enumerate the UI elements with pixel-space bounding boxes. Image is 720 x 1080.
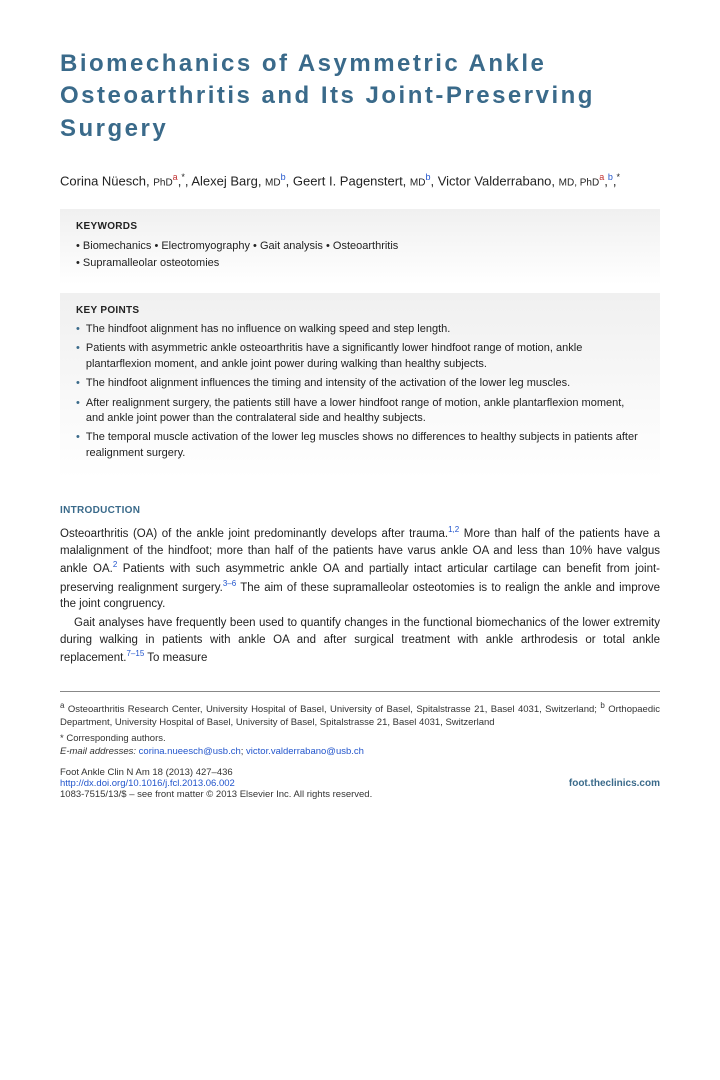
keywords-box: KEYWORDS • Biomechanics • Electromyograp… bbox=[60, 209, 660, 285]
email-link[interactable]: victor.valderrabano@usb.ch bbox=[246, 746, 364, 757]
email-link[interactable]: corina.nueesch@usb.ch bbox=[139, 746, 241, 757]
keypoints-heading: KEY POINTS bbox=[76, 305, 644, 316]
intro-body: Osteoarthritis (OA) of the ankle joint p… bbox=[60, 524, 660, 667]
article-title: Biomechanics of Asymmetric Ankle Osteoar… bbox=[60, 48, 660, 145]
footnote-divider bbox=[60, 691, 660, 692]
author-list: Corina Nüesch, PhDa,*, Alexej Barg, MDb,… bbox=[60, 171, 660, 191]
intro-paragraph: Gait analyses have frequently been used … bbox=[60, 615, 660, 667]
affiliations: a Osteoarthritis Research Center, Univer… bbox=[60, 700, 660, 730]
keypoint-item: •The hindfoot alignment influences the t… bbox=[76, 376, 644, 391]
email-label: E-mail addresses: bbox=[60, 746, 136, 757]
intro-paragraph: Osteoarthritis (OA) of the ankle joint p… bbox=[60, 524, 660, 613]
citation-copyright: 1083-7515/13/$ – see front matter © 2013… bbox=[60, 789, 660, 800]
keywords-heading: KEYWORDS bbox=[76, 221, 644, 232]
keypoint-item: •Patients with asymmetric ankle osteoart… bbox=[76, 341, 644, 372]
citation-line1: Foot Ankle Clin N Am 18 (2013) 427–436 bbox=[60, 767, 660, 778]
keywords-line: • Biomechanics • Electromyography • Gait… bbox=[76, 238, 644, 271]
keypoint-item: •The hindfoot alignment has no influence… bbox=[76, 322, 644, 337]
journal-url[interactable]: foot.theclinics.com bbox=[569, 778, 660, 789]
keypoint-item: •The temporal muscle activation of the l… bbox=[76, 430, 644, 461]
keypoints-box: KEY POINTS •The hindfoot alignment has n… bbox=[60, 293, 660, 479]
intro-heading: INTRODUCTION bbox=[60, 505, 660, 516]
doi-link[interactable]: http://dx.doi.org/10.1016/j.fcl.2013.06.… bbox=[60, 778, 235, 789]
corresponding-note: * Corresponding authors. bbox=[60, 733, 660, 744]
keypoint-item: •After realignment surgery, the patients… bbox=[76, 396, 644, 427]
email-line: E-mail addresses: corina.nueesch@usb.ch;… bbox=[60, 746, 660, 757]
keypoints-list: •The hindfoot alignment has no influence… bbox=[76, 322, 644, 461]
citation-block: Foot Ankle Clin N Am 18 (2013) 427–436 h… bbox=[60, 767, 660, 800]
